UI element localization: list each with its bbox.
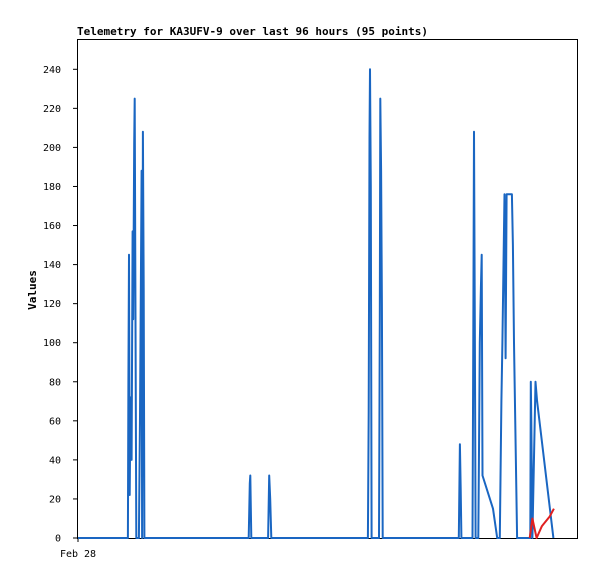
y-tick-label: 120	[43, 299, 61, 310]
y-tick-label: 0	[55, 534, 61, 545]
series-line-1	[78, 68, 555, 539]
y-tick-label: 60	[49, 416, 61, 427]
x-tick-label: Feb 28	[60, 549, 96, 560]
y-tick-label: 40	[49, 455, 61, 466]
y-tick-label: 220	[43, 104, 61, 115]
y-tick-label: 160	[43, 221, 61, 232]
chart-title: Telemetry for KA3UFV-9 over last 96 hour…	[77, 25, 428, 38]
y-tick-label: 20	[49, 494, 61, 505]
series-layer	[78, 68, 555, 539]
x-axis: Feb 28	[60, 538, 96, 560]
y-tick-label: 180	[43, 182, 61, 193]
y-tick-label: 100	[43, 338, 61, 349]
y-tick-label: 200	[43, 143, 61, 154]
y-tick-label: 80	[49, 377, 61, 388]
y-tick-label: 140	[43, 260, 61, 271]
y-axis: 0 20 40 60 80 100 120 140 160 180 200 220 240	[43, 65, 78, 545]
y-axis-label: Values	[26, 270, 39, 310]
series-line-2	[528, 508, 555, 539]
y-tick-label: 240	[43, 65, 61, 76]
